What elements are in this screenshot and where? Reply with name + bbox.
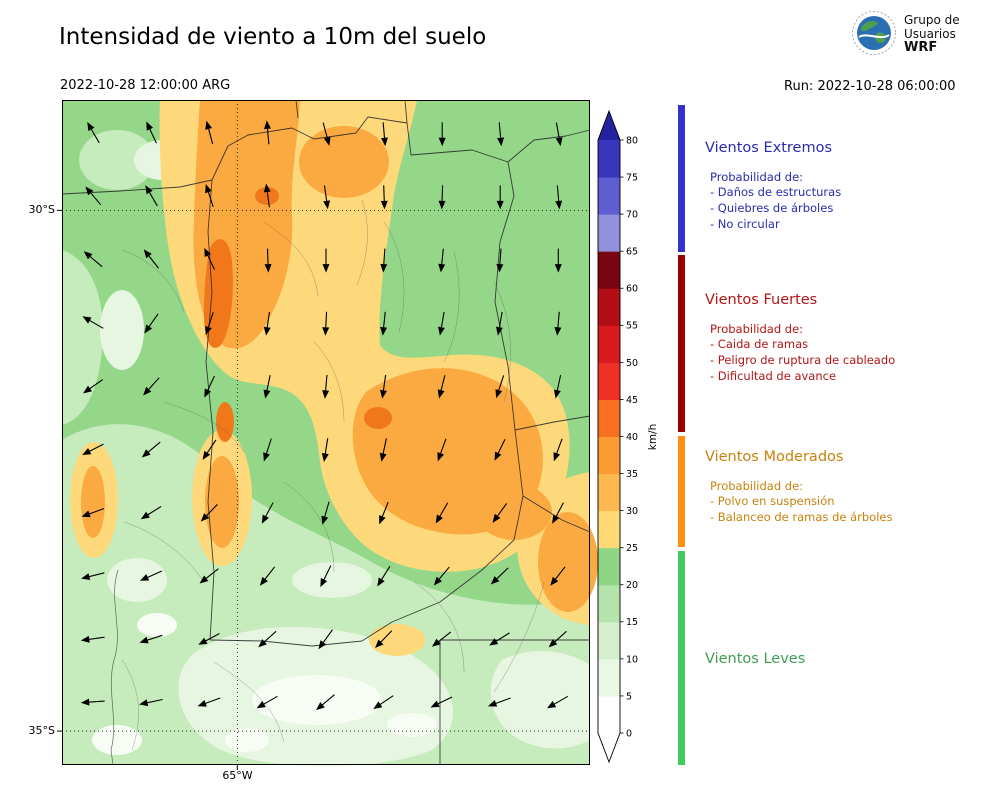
legend-probability-label: Probabilidad de: <box>710 479 804 493</box>
legend-item: - Caida de ramas <box>710 337 809 351</box>
svg-text:65: 65 <box>626 247 638 258</box>
calm-wind-spots <box>92 613 437 755</box>
wind-category-strip <box>678 105 685 765</box>
wind-maxima-cores <box>203 187 392 442</box>
legend-section-vientos-fuertes: Vientos Fuertes Probabilidad de: - Caida d… <box>705 292 895 384</box>
lat-tick-35s: 35°S <box>28 724 55 737</box>
wrf-logo: Grupo de Usuarios WRF <box>851 10 960 60</box>
legend-probability-label: Probabilidad de: <box>710 170 804 184</box>
legend-section-vientos-extremos: Vientos Extremos Probabilidad de: - Daños … <box>705 140 841 232</box>
legend-section-title: Vientos Moderados <box>705 449 844 465</box>
svg-text:60: 60 <box>626 284 638 295</box>
river-line <box>110 569 119 766</box>
legend-section-title: Vientos Fuertes <box>705 292 818 308</box>
logo-text: Grupo de Usuarios WRF <box>904 10 960 55</box>
category-strip-leves <box>678 550 685 765</box>
wind-intensity-map <box>57 99 598 770</box>
legend-item: - No circular <box>710 217 780 231</box>
legend-item: - Dificultad de avance <box>710 369 837 383</box>
svg-text:50: 50 <box>626 358 638 369</box>
svg-text:25: 25 <box>626 543 638 554</box>
run-label: Run: 2022-10-28 06:00:00 <box>784 79 956 94</box>
department-boundaries <box>121 199 545 751</box>
logo-line-3: WRF <box>904 40 938 55</box>
valid-datetime: 2022-10-28 12:00:00 ARG <box>60 78 231 93</box>
colorbar-scale: 0 5 10 15 20 25 30 35 40 45 50 55 60 65 70 75 80 <box>597 109 638 764</box>
logo-line-2: Usuarios <box>904 27 956 41</box>
category-strip-moderados <box>678 435 685 547</box>
axis-tick-marks <box>57 209 238 770</box>
logo-line-1: Grupo de <box>904 13 960 27</box>
svg-text:5: 5 <box>626 691 632 702</box>
svg-text:35: 35 <box>626 469 638 480</box>
legend-item: - Polvo en suspensión <box>710 494 835 508</box>
svg-text:80: 80 <box>626 135 638 146</box>
colorbar: 0 5 10 15 20 25 30 35 40 45 50 55 60 65 70 75 80 km/h <box>597 105 670 765</box>
category-strip-fuertes <box>678 255 685 432</box>
legend-section-title: Vientos Leves <box>705 651 806 667</box>
legend-item: - Quiebres de árboles <box>710 201 834 215</box>
page-title: Intensidad de viento a 10m del suelo <box>59 24 487 50</box>
map-border <box>62 100 590 765</box>
svg-text:30: 30 <box>626 506 638 517</box>
legend-item: - Daños de estructuras <box>710 185 842 199</box>
map-canvas <box>57 99 598 770</box>
svg-text:70: 70 <box>626 210 638 221</box>
globe-icon <box>851 10 897 60</box>
legend-section-title: Vientos Extremos <box>705 140 833 156</box>
wind-direction-arrows <box>80 120 569 711</box>
wind-category-legend: Vientos Extremos Probabilidad de: - Daños … <box>705 105 997 765</box>
legend-section-vientos-moderados: Vientos Moderados Probabilidad de: - Polvo… <box>705 449 892 525</box>
legend-item: - Balanceo de ramas de árboles <box>710 510 893 524</box>
category-strip-extremos <box>678 105 685 252</box>
legend-probability-label: Probabilidad de: <box>710 322 804 336</box>
lat-tick-30s: 30°S <box>28 203 55 216</box>
legend-item: - Peligro de ruptura de cableado <box>710 353 896 367</box>
legend-section-vientos-leves: Vientos Leves <box>705 651 805 667</box>
colorbar-unit-label: km/h <box>647 424 659 451</box>
svg-text:45: 45 <box>626 395 638 406</box>
svg-text:55: 55 <box>626 321 638 332</box>
svg-text:75: 75 <box>626 172 638 183</box>
svg-text:15: 15 <box>626 617 638 628</box>
svg-text:40: 40 <box>626 432 638 443</box>
lon-tick-65w: 65°W <box>222 769 253 782</box>
svg-text:10: 10 <box>626 654 638 665</box>
svg-text:0: 0 <box>626 728 632 739</box>
svg-text:20: 20 <box>626 580 638 591</box>
graticule-dotted-lines <box>62 100 590 765</box>
